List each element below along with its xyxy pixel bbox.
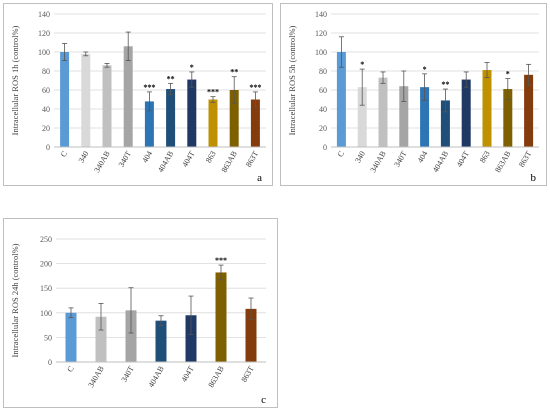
chart-c-svg: 0 50 100 150 200 250 Intracellular ROS 24h (co… [10,235,266,406]
x-tick-label-c-404T: 404T [179,364,195,383]
y-tick-label-b-80: 80 [319,67,327,76]
x-tick-label-b-863: 863 [478,150,492,165]
x-tick-label-b-C: C [336,150,346,159]
panel-label-a: a [257,172,262,184]
bar-b-C [336,52,346,147]
chart-panel-a: 0 20 40 60 80 100 120 140 Intracellular ROS 1h (… [3,3,273,186]
bar-c-863AB [215,272,227,362]
significance-a-863T: *** [249,83,261,92]
bar-a-C [60,52,70,147]
y-tick-label-a-100: 100 [38,48,50,57]
y-tick-label-b-120: 120 [315,29,327,38]
y-tick-label-b-100: 100 [315,48,327,57]
x-tick-label-c-863AB: 863AB [206,365,225,390]
y-tick-label-a-140: 140 [38,10,50,19]
y-tick-label-b-0: 0 [323,143,327,152]
x-tick-label-c-C: C [65,365,75,374]
chart-panel-b: 0 20 40 60 80 100 120 140 Intracellular ROS 5h (… [280,3,547,186]
bar-c-404T [185,315,197,362]
bar-b-404 [420,87,430,147]
y-tick-label-c-150: 150 [40,284,52,293]
bar-a-340 [81,53,91,147]
y-axis-label-a: Intracellular ROS 1h (control%) [10,25,20,135]
x-tick-label-a-863AB: 863AB [220,150,239,175]
chart-a-svg: 0 20 40 60 80 100 120 140 Intracellular ROS 1h (… [10,10,266,184]
x-tick-label-a-340T: 340T [117,149,133,168]
y-tick-label-a-20: 20 [42,124,50,133]
x-tick-label-c-340T: 340T [119,364,135,383]
x-tick-label-a-404T: 404T [180,149,196,168]
x-tick-label-b-404AB: 404AB [431,150,450,175]
y-tick-label-a-60: 60 [42,86,50,95]
bar-b-340 [357,87,367,147]
x-tick-label-a-863T: 863T [244,149,260,168]
y-tick-label-b-140: 140 [315,10,327,19]
bar-b-404T [461,79,471,147]
x-tick-label-b-863AB: 863AB [493,150,512,175]
panel-label-b: b [531,172,537,184]
x-tick-label-c-340AB: 340AB [86,365,105,390]
x-tick-label-a-404: 404 [140,150,154,165]
significance-c-863AB: *** [215,256,227,265]
bar-b-863AB [503,89,513,147]
x-tick-label-a-C: C [59,150,69,159]
y-tick-label-a-40: 40 [42,105,50,114]
bar-a-404T [187,79,197,147]
significance-b-404: * [423,65,427,74]
chart-b-svg: 0 20 40 60 80 100 120 140 Intracellular ROS 5h (… [287,10,539,184]
x-tick-label-a-340AB: 340AB [92,150,111,175]
significance-a-863AB: ** [230,68,238,77]
x-tick-label-c-863T: 863T [239,364,255,383]
x-tick-label-c-404AB: 404AB [146,365,165,390]
bar-a-340AB [102,65,112,147]
bar-a-404 [144,101,154,147]
significance-b-340: * [360,60,364,69]
bar-b-863T [524,74,534,147]
x-tick-label-b-340T: 340T [392,149,408,168]
bar-a-863T [250,99,260,147]
x-tick-label-a-863: 863 [204,150,218,165]
y-tick-label-b-60: 60 [319,86,327,95]
significance-a-404AB: ** [167,74,175,83]
bar-c-404AB [155,320,167,362]
y-tick-label-a-0: 0 [46,143,50,152]
bar-c-340T [125,310,137,362]
significance-b-863AB: * [506,70,510,79]
bar-b-404AB [440,100,450,147]
y-tick-label-c-250: 250 [40,235,52,244]
y-axis-label-b: Intracellular ROS 5h (control%) [287,25,297,135]
significance-a-404: *** [143,83,155,92]
bar-a-340T [123,46,133,147]
significance-a-863: *** [207,88,219,97]
y-tick-label-a-120: 120 [38,29,50,38]
y-tick-label-c-0: 0 [48,358,52,367]
y-tick-label-b-20: 20 [319,124,327,133]
y-tick-label-c-200: 200 [40,260,52,269]
x-tick-label-a-340: 340 [77,150,91,165]
bar-a-404AB [166,89,176,147]
y-tick-label-b-40: 40 [319,105,327,114]
significance-a-404T: * [190,63,194,72]
x-tick-label-b-404T: 404T [455,149,471,168]
x-tick-label-a-404AB: 404AB [156,150,175,175]
bar-c-340AB [95,316,107,362]
bar-a-863 [208,99,218,147]
bar-b-340T [399,86,409,147]
bar-c-C [65,312,77,362]
x-tick-label-b-340AB: 340AB [368,150,387,175]
panel-label-c: c [261,394,266,406]
y-tick-label-c-50: 50 [44,333,52,342]
bar-a-863AB [229,90,239,147]
x-tick-label-b-404: 404 [416,150,430,165]
y-tick-label-c-100: 100 [40,309,52,318]
y-axis-label-c: Intracellular ROS 24h (control%) [10,243,20,357]
x-tick-label-b-863T: 863T [517,149,533,168]
bar-c-863T [245,308,257,362]
bar-b-863 [482,70,492,147]
x-tick-label-b-340: 340 [353,150,367,165]
y-tick-label-a-80: 80 [42,67,50,76]
bar-b-340AB [378,77,388,147]
chart-panel-c: 0 50 100 150 200 250 Intracellular ROS 24h (co… [3,218,278,408]
significance-b-404AB: ** [441,80,449,89]
